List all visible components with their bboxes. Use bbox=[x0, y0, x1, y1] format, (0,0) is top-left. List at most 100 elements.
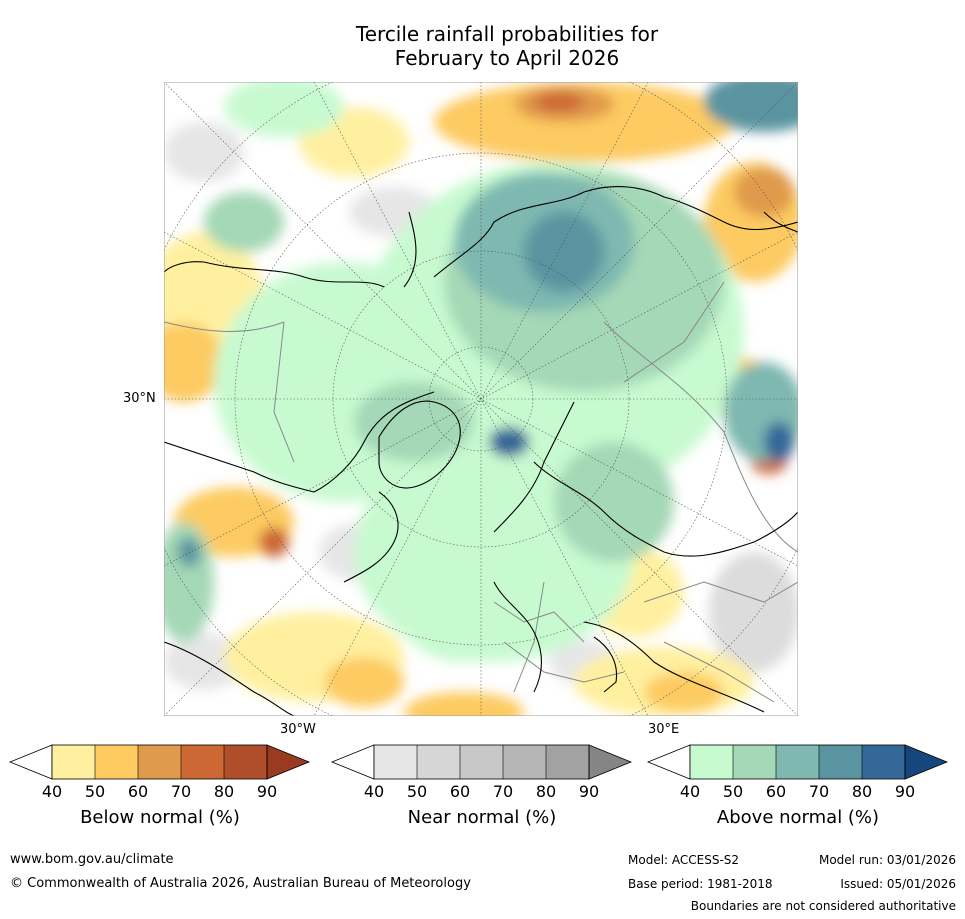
colorbar-tick: 40 bbox=[679, 782, 701, 801]
border-line bbox=[164, 321, 285, 332]
colorbar-tick: 70 bbox=[808, 782, 830, 801]
colorbar-below-label: Below normal (%) bbox=[80, 807, 240, 828]
colorbar-tick: 40 bbox=[41, 782, 63, 801]
colorbar-tick: 60 bbox=[127, 782, 149, 801]
colorbar-below-graphic bbox=[8, 744, 311, 780]
colorbar-tick: 90 bbox=[894, 782, 916, 801]
below-normal-area bbox=[534, 92, 584, 112]
colorbar-tick: 80 bbox=[535, 782, 557, 801]
probability-shading bbox=[164, 82, 798, 716]
country-borders bbox=[164, 281, 798, 703]
colorbar-upper-extend bbox=[588, 744, 633, 780]
map-title: Tercile rainfall probabilities for Febru… bbox=[0, 22, 965, 70]
below-normal-area bbox=[734, 167, 794, 217]
colorbar-segment bbox=[503, 745, 546, 779]
colorbar-outline bbox=[373, 744, 590, 780]
coastline-alaska bbox=[164, 441, 315, 493]
colorbar-segment bbox=[52, 745, 95, 779]
footer-copyright: © Commonwealth of Australia 2026, Austra… bbox=[10, 876, 471, 891]
coastline-hudson bbox=[343, 491, 399, 583]
colorbar-tick: 90 bbox=[256, 782, 278, 801]
colorbar-segment bbox=[776, 745, 819, 779]
colorbar-lower-extend bbox=[330, 744, 375, 780]
colorbar-tick: 80 bbox=[213, 782, 235, 801]
above-normal-area bbox=[164, 522, 214, 642]
coastline-arctic-siberia bbox=[433, 186, 798, 278]
border-line bbox=[273, 321, 295, 463]
border-line bbox=[503, 641, 625, 683]
colorbar-segment bbox=[181, 745, 224, 779]
map-canvas bbox=[164, 82, 798, 716]
above-normal-area bbox=[764, 422, 794, 462]
colorbar-segment bbox=[95, 745, 138, 779]
colorbar-segment bbox=[224, 745, 267, 779]
colorbar-below-normal: 40 50 60 70 80 90 Below normal (%) bbox=[8, 744, 311, 828]
longitude-label-30w: 30°W bbox=[280, 722, 316, 737]
coastline-caspian-region bbox=[663, 511, 798, 557]
colorbar-segment bbox=[546, 745, 589, 779]
coastline-russia-north bbox=[533, 461, 665, 553]
colorbar-lower-extend bbox=[646, 744, 691, 780]
colorbar-tick: 60 bbox=[765, 782, 787, 801]
above-normal-area bbox=[204, 192, 284, 252]
border-line bbox=[493, 601, 585, 643]
colorbar-segment bbox=[819, 745, 862, 779]
colorbar-tick: 80 bbox=[851, 782, 873, 801]
above-normal-area bbox=[489, 427, 529, 457]
border-line bbox=[663, 641, 775, 703]
colorbar-tick: 90 bbox=[578, 782, 600, 801]
above-normal-area bbox=[354, 382, 474, 462]
colorbar-tick: 60 bbox=[449, 782, 471, 801]
colorbar-segment bbox=[138, 745, 181, 779]
border-line bbox=[723, 431, 798, 553]
footer-disclaimer: Boundaries are not considered authoritat… bbox=[690, 899, 956, 913]
colorbar-segment bbox=[417, 745, 460, 779]
footer-model-run: Model run: 03/01/2026 bbox=[818, 853, 956, 867]
above-normal-area bbox=[554, 442, 674, 562]
colorbar-near-normal: 40 50 60 70 80 90 Near normal (%) bbox=[330, 744, 633, 828]
map-graticule bbox=[164, 82, 798, 716]
coastline-canada-north bbox=[313, 391, 435, 493]
near-normal-area bbox=[164, 122, 244, 182]
footer-issued: Issued: 05/01/2026 bbox=[840, 877, 956, 891]
above-normal-area bbox=[177, 537, 201, 567]
below-normal-area bbox=[644, 672, 724, 712]
colorbar-above-ticks: 40 50 60 70 80 90 bbox=[648, 782, 948, 802]
coastlines bbox=[164, 186, 798, 716]
colorbar-tick: 70 bbox=[492, 782, 514, 801]
footer-base-period: Base period: 1981-2018 bbox=[628, 877, 773, 891]
coastline-greenland bbox=[378, 400, 461, 489]
coastline-kamchatka bbox=[403, 211, 417, 288]
colorbar-tick: 50 bbox=[406, 782, 428, 801]
latitude-label-30n: 30°N bbox=[123, 391, 156, 406]
above-normal-area bbox=[524, 212, 604, 292]
title-line-2: February to April 2026 bbox=[394, 46, 620, 70]
above-normal-area bbox=[704, 82, 798, 132]
below-normal-area bbox=[404, 692, 524, 716]
colorbar-near-ticks: 40 50 60 70 80 90 bbox=[332, 782, 632, 802]
colorbar-segment bbox=[374, 745, 417, 779]
coastline-north-asia bbox=[164, 261, 385, 288]
colorbar-above-label: Above normal (%) bbox=[716, 807, 880, 828]
near-normal-area bbox=[164, 634, 244, 690]
rainfall-probability-map bbox=[164, 82, 798, 716]
colorbar-tick: 50 bbox=[722, 782, 744, 801]
border-line bbox=[603, 321, 725, 433]
below-normal-area bbox=[164, 322, 224, 402]
colorbar-tick: 70 bbox=[170, 782, 192, 801]
below-normal-area bbox=[259, 527, 289, 557]
meridian-line bbox=[164, 231, 798, 567]
colorbar-tick: 40 bbox=[363, 782, 385, 801]
colorbar-near-graphic bbox=[330, 744, 633, 780]
coastline-italy bbox=[593, 636, 618, 693]
colorbar-segment bbox=[690, 745, 733, 779]
colorbar-upper-extend bbox=[266, 744, 311, 780]
colorbar-segment bbox=[460, 745, 503, 779]
border-line bbox=[623, 281, 725, 383]
map-frame bbox=[164, 82, 798, 716]
below-normal-area bbox=[434, 82, 734, 162]
longitude-label-30e: 30°E bbox=[648, 722, 680, 737]
near-normal-area bbox=[709, 552, 798, 672]
border-line bbox=[513, 581, 545, 693]
colorbar-outline bbox=[51, 744, 268, 780]
